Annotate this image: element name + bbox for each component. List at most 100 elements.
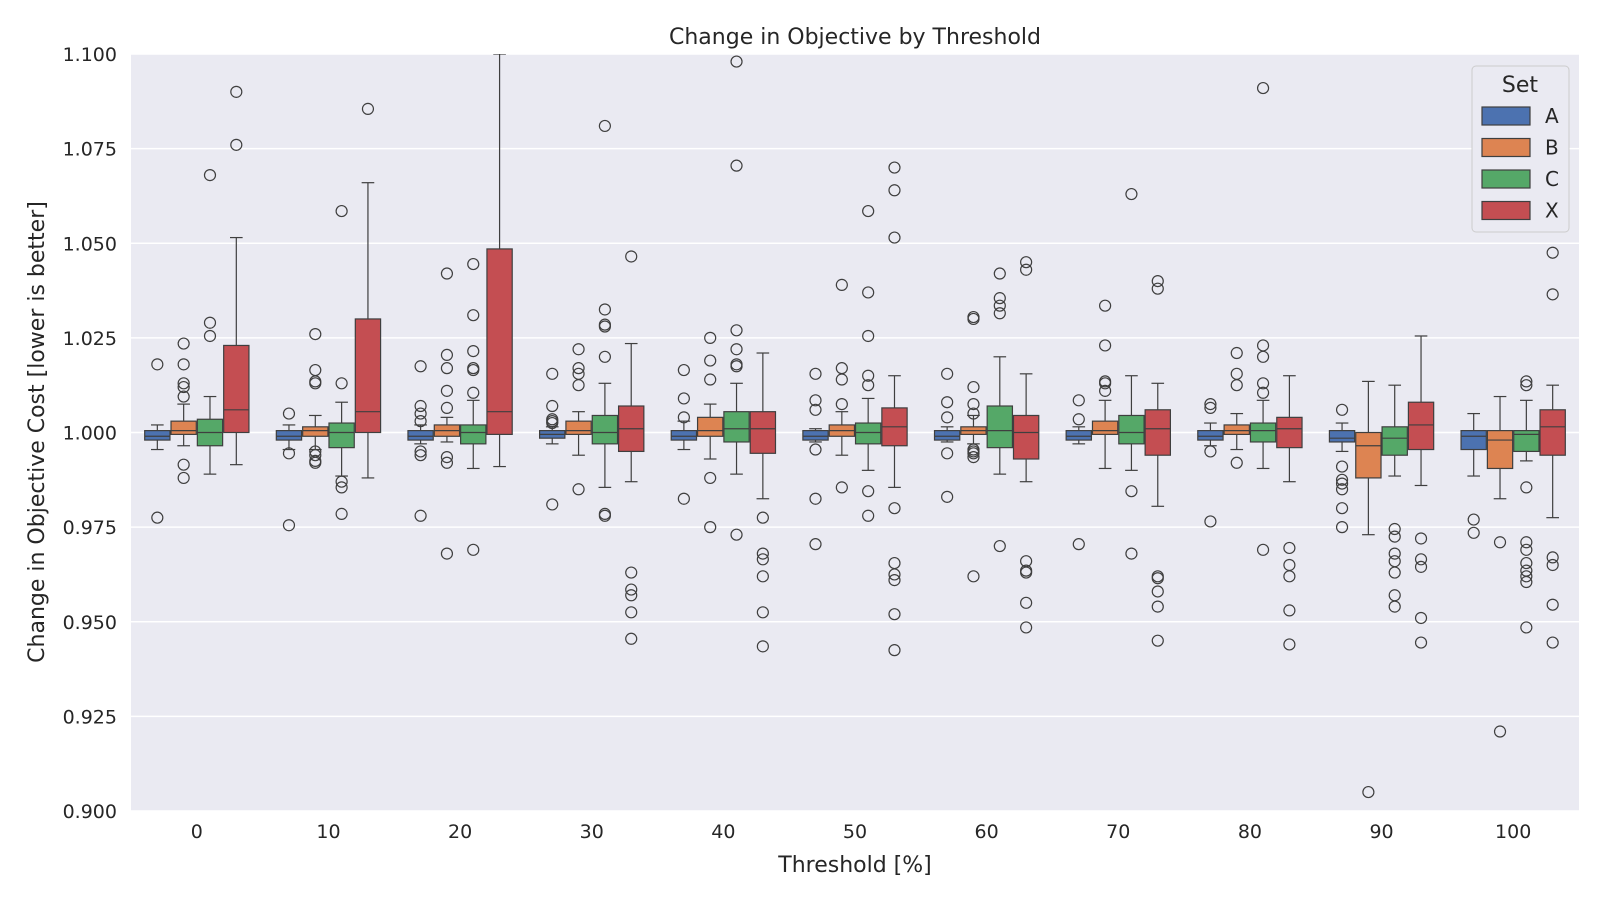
outlier-point bbox=[1204, 401, 1217, 414]
x-tick-label: 80 bbox=[1238, 821, 1262, 843]
outlier-point bbox=[1283, 541, 1296, 555]
outlier-point bbox=[1099, 339, 1112, 352]
box-C-70 bbox=[1118, 187, 1145, 560]
outlier-point bbox=[1414, 532, 1428, 545]
outlier-point bbox=[888, 161, 901, 174]
legend-swatch-C bbox=[1481, 169, 1531, 189]
outlier-point bbox=[598, 509, 611, 522]
outlier-point bbox=[704, 471, 717, 485]
grid-lines bbox=[131, 53, 1579, 812]
outlier-point bbox=[1204, 515, 1217, 528]
outlier-point bbox=[967, 570, 980, 583]
outlier-point bbox=[625, 250, 638, 263]
outlier-point bbox=[335, 507, 348, 520]
outlier-point bbox=[625, 632, 638, 645]
outlier-point bbox=[598, 320, 611, 333]
outlier-point bbox=[967, 312, 980, 326]
outlier-point bbox=[677, 411, 690, 424]
outlier-point bbox=[440, 456, 454, 469]
outlier-point bbox=[282, 407, 296, 420]
box-X-70 bbox=[1144, 275, 1172, 647]
x-tick-label: 60 bbox=[975, 821, 999, 843]
outlier-point bbox=[1283, 570, 1296, 583]
box-body bbox=[1460, 430, 1487, 451]
outlier-point bbox=[1335, 403, 1349, 416]
outlier-point bbox=[1099, 377, 1112, 390]
outlier-point bbox=[809, 443, 822, 456]
outlier-point bbox=[1072, 413, 1085, 426]
outlier-point bbox=[440, 547, 454, 560]
box-C-20 bbox=[460, 257, 487, 556]
outlier-point bbox=[862, 286, 875, 299]
legend-label-C: C bbox=[1545, 167, 1559, 191]
outlier-point bbox=[677, 392, 690, 405]
outlier-point bbox=[440, 384, 454, 397]
box-X-30 bbox=[617, 250, 645, 645]
outlier-point bbox=[888, 608, 901, 621]
outlier-point bbox=[941, 447, 954, 460]
outlier-point bbox=[1099, 384, 1112, 397]
outlier-point bbox=[440, 348, 454, 362]
outlier-point bbox=[1546, 598, 1559, 611]
outlier-point bbox=[835, 398, 848, 411]
outlier-point bbox=[1020, 263, 1033, 276]
box-body bbox=[933, 430, 961, 441]
x-tick-label: 100 bbox=[1495, 821, 1531, 843]
box-A-100 bbox=[1460, 412, 1487, 539]
outlier-point bbox=[756, 553, 769, 566]
outlier-point bbox=[1546, 551, 1559, 564]
outlier-point bbox=[835, 373, 848, 386]
box-C-60 bbox=[986, 267, 1014, 553]
legend-label-A: A bbox=[1545, 104, 1559, 128]
outlier-point bbox=[1520, 379, 1533, 392]
outlier-point bbox=[756, 511, 769, 524]
outlier-point bbox=[862, 369, 875, 382]
y-tick-label: 1.025 bbox=[63, 328, 117, 350]
y-tick-label: 0.975 bbox=[63, 517, 117, 539]
box-B-70 bbox=[1091, 299, 1119, 470]
box-body bbox=[1144, 409, 1172, 456]
box-B-60 bbox=[960, 310, 987, 583]
box-A-70 bbox=[1065, 394, 1093, 551]
outlier-point bbox=[546, 416, 559, 430]
outlier-point bbox=[1520, 375, 1533, 388]
outlier-point bbox=[203, 316, 217, 329]
outlier-point bbox=[1256, 377, 1270, 390]
outlier-point bbox=[414, 415, 427, 428]
outlier-point bbox=[993, 267, 1006, 280]
outlier-point bbox=[941, 367, 954, 380]
box-X-40 bbox=[749, 352, 777, 653]
outlier-point bbox=[414, 445, 427, 458]
outlier-point bbox=[1020, 621, 1033, 634]
outlier-point bbox=[730, 343, 743, 356]
outlier-point bbox=[414, 360, 427, 373]
x-axis-ticks: 0 10 20 30 40 50 60 70 80 90 100 bbox=[191, 821, 1532, 843]
legend-label-X: X bbox=[1545, 199, 1559, 223]
x-tick-label: 40 bbox=[711, 821, 735, 843]
outlier-point bbox=[467, 257, 480, 271]
outlier-point bbox=[440, 401, 454, 414]
outlier-point bbox=[1230, 379, 1243, 392]
y-tick-label: 1.000 bbox=[63, 423, 117, 445]
outlier-point bbox=[1335, 473, 1349, 486]
box-X-50 bbox=[881, 161, 908, 657]
box-body bbox=[354, 318, 382, 434]
legend-swatch-B bbox=[1481, 137, 1531, 158]
outlier-point bbox=[967, 398, 980, 411]
outlier-point bbox=[941, 490, 954, 503]
outlier-point bbox=[1362, 785, 1375, 799]
outlier-point bbox=[862, 485, 875, 498]
outlier-point bbox=[572, 362, 585, 375]
outlier-point bbox=[888, 568, 901, 581]
outlier-point bbox=[309, 327, 322, 341]
box-C-50 bbox=[854, 204, 882, 522]
outlier-point bbox=[414, 449, 427, 462]
outlier-point bbox=[1335, 477, 1349, 490]
outlier-point bbox=[177, 471, 190, 485]
box-body bbox=[328, 422, 355, 449]
outlier-point bbox=[888, 644, 901, 657]
outlier-point bbox=[1151, 572, 1164, 585]
outlier-point bbox=[414, 399, 427, 413]
box-X-80 bbox=[1276, 375, 1303, 651]
box-body bbox=[723, 411, 750, 443]
